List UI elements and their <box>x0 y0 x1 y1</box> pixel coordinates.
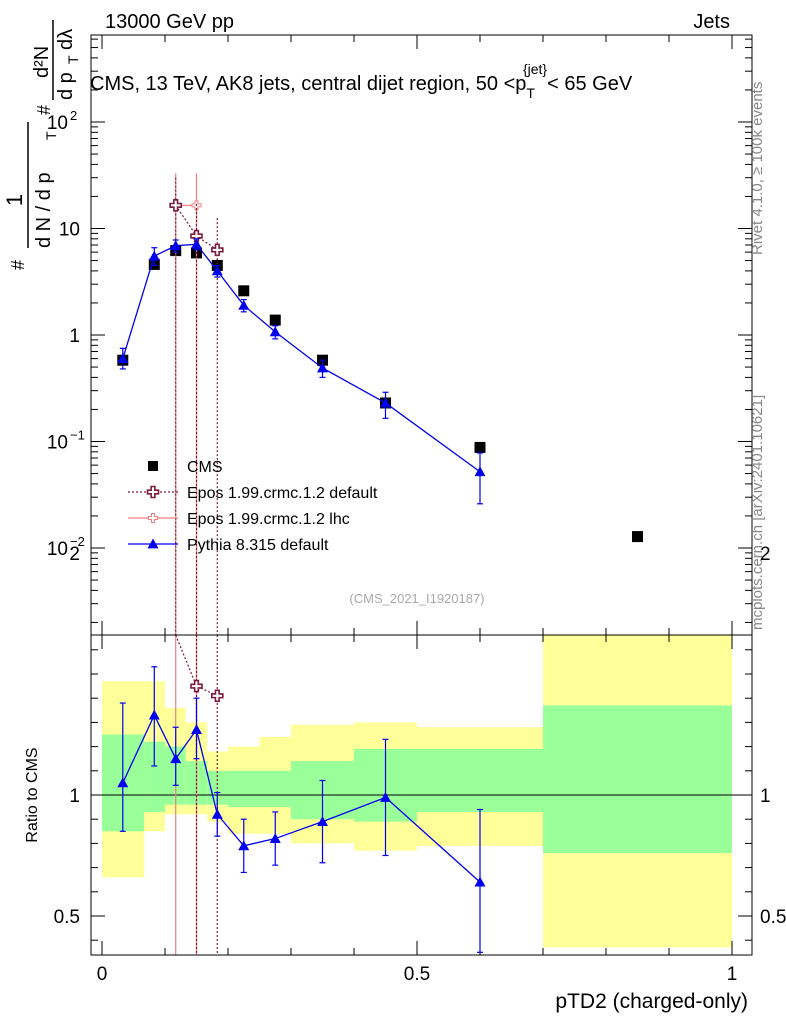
legend-label: Pythia 8.315 default <box>187 537 329 554</box>
ratio-bands <box>91 635 752 948</box>
ratio-tick-label: 0.5 <box>54 907 80 928</box>
pythia-point <box>269 326 281 337</box>
y-tick-label-exp: −1 <box>70 428 85 443</box>
pythia-ratio-point <box>117 777 129 788</box>
ratio-y-label: Ratio to CMS <box>24 747 41 842</box>
y-tick-label: 10 <box>47 539 68 560</box>
ylabel-dpt: d p <box>55 72 77 100</box>
legend-label: Epos 1.99.crmc.1.2 default <box>187 485 378 502</box>
pythia-ratio-point <box>380 791 391 802</box>
x-axis-label: pTD2 (charged-only) <box>555 990 748 1013</box>
x-tick-label: 0 <box>97 964 108 985</box>
y-tick-label-exp: 2 <box>70 108 77 123</box>
series-layer <box>117 173 643 635</box>
pythia-ratio-point <box>148 709 160 720</box>
legend-label: Epos 1.99.crmc.1.2 lhc <box>187 511 350 528</box>
legend-marker-epos-default <box>146 485 160 499</box>
y-tick-label: 10 <box>47 433 68 454</box>
epos-default-point <box>210 243 224 257</box>
pythia-ratio-point <box>317 816 328 827</box>
plot-title-main: CMS, 13 TeV, AK8 jets, central dijet reg… <box>90 73 515 95</box>
epos-default-ratio-point <box>210 689 224 703</box>
y-axis-label: # 1 d N / d p T # d p T dλ d²N <box>2 20 81 270</box>
pythia-point <box>238 299 250 310</box>
ylabel-dndpt: d N / d p <box>33 172 55 248</box>
ratio-layer <box>117 634 486 955</box>
header-right: Jets <box>693 11 730 33</box>
x-tick-label: 0.5 <box>404 964 430 985</box>
ratio-tick-label-right: 0.5 <box>760 907 786 928</box>
ratio-tick-label: 1 <box>69 786 80 807</box>
pythia-point <box>317 362 328 373</box>
ylabel-dpt-sub: T <box>65 55 81 64</box>
pythia-point <box>211 265 223 276</box>
pythia-point <box>191 238 202 249</box>
pythia-point <box>148 250 160 261</box>
plot-title-sup: {jet} <box>523 61 547 77</box>
y-tick-label-exp: −2 <box>70 534 85 549</box>
x-tick-label: 1 <box>727 964 738 985</box>
ylabel-hash2: # <box>34 105 54 115</box>
ylabel-one: 1 <box>2 194 27 206</box>
header-left: 13000 GeV pp <box>105 11 234 33</box>
ratio-tick-label-right: 2 <box>760 544 771 565</box>
analysis-watermark: (CMS_2021_I1920187) <box>349 591 484 606</box>
epos-default-point <box>169 199 183 212</box>
ylabel-dndpt-sub: T <box>43 131 59 140</box>
pythia-ratio-point <box>211 808 223 819</box>
pythia-ratio-line <box>122 713 481 883</box>
cms-point <box>474 441 486 453</box>
pythia-point <box>380 397 391 408</box>
plot-title-p: p <box>515 73 526 95</box>
legend-marker-pythia <box>147 538 159 549</box>
pythia-ratio-point <box>170 753 182 764</box>
pythia-point <box>117 353 129 364</box>
cms-point <box>269 314 281 326</box>
ratio-tick-label-right: 1 <box>760 786 771 807</box>
ylabel-dlambda: dλ <box>55 29 77 50</box>
ratio-plot-frame <box>90 634 753 956</box>
plot-title-tail: < 65 GeV <box>547 73 633 95</box>
mcplots-label: mcplots.cern.ch [arXiv:2401.10621] <box>749 395 766 630</box>
cms-point <box>632 531 643 543</box>
legend: CMS Epos 1.99.crmc.1.2 default Epos 1.99.c… <box>128 459 378 554</box>
pythia-line <box>122 243 481 473</box>
band-inner <box>417 749 543 812</box>
band-inner <box>144 741 165 812</box>
band-inner <box>259 770 291 808</box>
plot-title-sub: T <box>526 85 535 101</box>
epos-default-ratio-point <box>190 679 203 693</box>
ylabel-hash1: # <box>8 260 28 270</box>
pythia-ratio-point <box>238 840 250 851</box>
pythia-point <box>170 240 182 251</box>
epos-default-point <box>190 229 203 243</box>
pythia-ratio-point <box>474 876 486 887</box>
rivet-label: Rivet 4.1.0, ≥ 100k events <box>749 82 766 255</box>
y-tick-label: 10 <box>47 113 68 134</box>
cms-point <box>238 285 250 297</box>
pythia-ratio-point <box>191 724 202 735</box>
pythia-point <box>474 466 486 477</box>
plot-title: CMS, 13 TeV, AK8 jets, central dijet reg… <box>90 61 633 101</box>
y-tick-label: 1 <box>69 326 80 347</box>
band-inner <box>228 770 260 808</box>
legend-label: CMS <box>187 459 223 476</box>
ylabel-d2n: d²N <box>31 46 53 78</box>
y-tick-label: 10 <box>59 220 80 241</box>
ratio-tick-label: 2 <box>69 544 80 565</box>
band-inner <box>543 705 732 854</box>
legend-marker-cms <box>148 461 158 471</box>
pythia-ratio-point <box>269 833 281 843</box>
legend-marker-epos-lhc <box>148 513 158 523</box>
